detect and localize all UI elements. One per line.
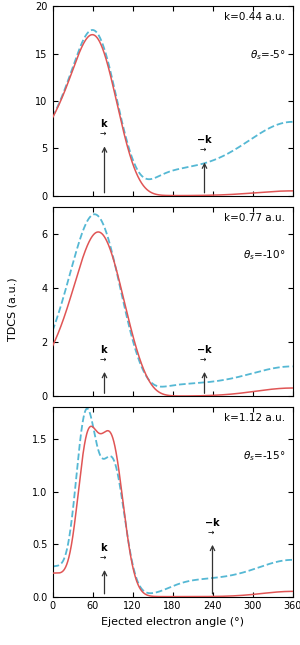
Text: $\rightarrow$: $\rightarrow$: [198, 354, 208, 363]
X-axis label: Ejected electron angle (°): Ejected electron angle (°): [101, 617, 244, 627]
Text: k=0.44 a.u.: k=0.44 a.u.: [224, 12, 285, 22]
Text: $\mathbf{-k}$: $\mathbf{-k}$: [196, 134, 213, 146]
Text: $\mathbf{-k}$: $\mathbf{-k}$: [196, 343, 213, 355]
Text: $\mathbf{k}$: $\mathbf{k}$: [100, 541, 109, 553]
Text: TDCS (a.u.): TDCS (a.u.): [8, 278, 17, 341]
Text: $\theta_s$=-10°: $\theta_s$=-10°: [243, 248, 285, 263]
Text: $\rightarrow$: $\rightarrow$: [98, 354, 108, 363]
Text: $\rightarrow$: $\rightarrow$: [98, 553, 108, 562]
Text: $\rightarrow$: $\rightarrow$: [206, 528, 216, 536]
Text: $\rightarrow$: $\rightarrow$: [98, 129, 108, 138]
Text: $\mathbf{k}$: $\mathbf{k}$: [100, 117, 109, 130]
Text: k=1.12 a.u.: k=1.12 a.u.: [224, 413, 285, 423]
Text: $\theta_s$=-5°: $\theta_s$=-5°: [250, 48, 285, 62]
Text: $\mathbf{-k}$: $\mathbf{-k}$: [204, 516, 221, 528]
Text: k=0.77 a.u.: k=0.77 a.u.: [224, 213, 285, 223]
Text: $\rightarrow$: $\rightarrow$: [198, 145, 208, 154]
Text: $\theta_s$=-15°: $\theta_s$=-15°: [243, 449, 285, 463]
Text: $\mathbf{k}$: $\mathbf{k}$: [100, 343, 109, 355]
